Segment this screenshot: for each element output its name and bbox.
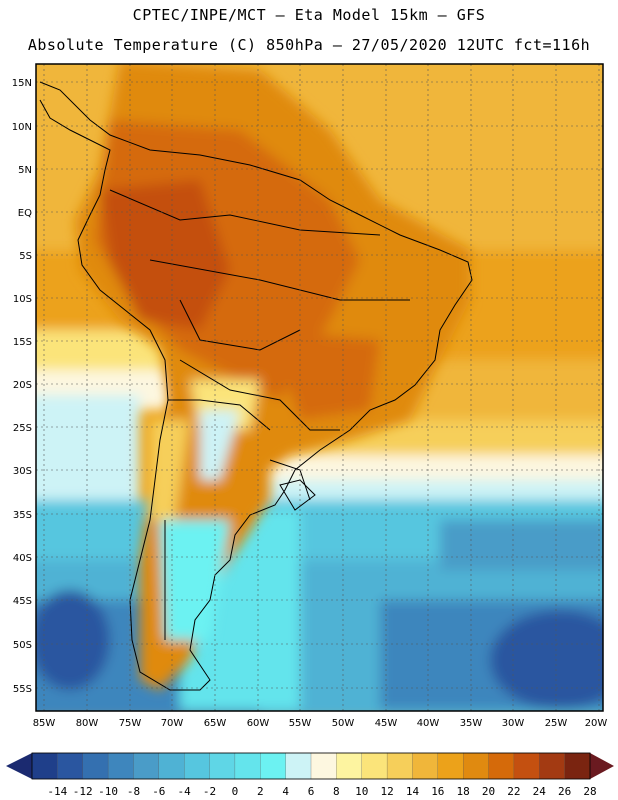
lat-label: 55S xyxy=(13,684,32,695)
colorbar-label: 6 xyxy=(308,785,315,798)
lat-label: 10N xyxy=(12,122,32,133)
colorbar-cell xyxy=(488,752,515,780)
colorbar-cell xyxy=(336,752,363,780)
lat-label: 25S xyxy=(13,423,32,434)
lat-label: 15S xyxy=(13,337,32,348)
lat-label: 40S xyxy=(13,553,32,564)
colorbar-cell xyxy=(463,752,490,780)
lat-label: 15N xyxy=(12,78,32,89)
colorbar-cell xyxy=(310,752,338,780)
chart-title-line1: CPTEC/INPE/MCT – Eta Model 15km – GFS xyxy=(132,6,486,24)
lon-label: 70W xyxy=(161,718,184,729)
colorbar-end-low xyxy=(6,753,32,779)
lat-label: 30S xyxy=(13,466,32,477)
colorbar-label: 12 xyxy=(380,785,393,798)
colorbar-label: 24 xyxy=(533,785,547,798)
lon-label: 55W xyxy=(289,718,312,729)
lon-label: 65W xyxy=(204,718,227,729)
lat-label: 35S xyxy=(13,510,32,521)
colorbar: -14 -12 -10 -8 -6 -4 -2 0 2 4 6 8 10 12 14 16 18 20 22 24 26… xyxy=(6,752,614,798)
colorbar-cell xyxy=(133,752,160,780)
colorbar-label: 20 xyxy=(482,785,495,798)
colorbar-label: 2 xyxy=(257,785,264,798)
lat-label: 20S xyxy=(13,380,32,391)
colorbar-label: 0 xyxy=(232,785,239,798)
colorbar-label: 10 xyxy=(355,785,368,798)
colorbar-cell xyxy=(437,752,464,780)
lon-label: 50W xyxy=(332,718,355,729)
lat-label: 50S xyxy=(13,640,32,651)
colorbar-label: 8 xyxy=(333,785,340,798)
colorbar-cell xyxy=(234,752,261,780)
colorbar-cell xyxy=(82,752,109,780)
colorbar-label: -4 xyxy=(178,785,192,798)
colorbar-label: -2 xyxy=(203,785,216,798)
map-frame xyxy=(35,63,604,712)
lat-label: EQ xyxy=(18,208,32,219)
colorbar-cells xyxy=(31,752,591,780)
colorbar-label: 18 xyxy=(457,785,470,798)
colorbar-cell xyxy=(31,752,59,780)
colorbar-cell xyxy=(158,752,185,780)
lon-label: 30W xyxy=(502,718,525,729)
lat-label: 5S xyxy=(19,251,32,262)
lon-label: 85W xyxy=(33,718,56,729)
colorbar-label: -14 xyxy=(47,785,67,798)
lon-label: 60W xyxy=(247,718,270,729)
colorbar-end-high xyxy=(590,753,614,779)
latitude-axis: 15N 10N 5N EQ 5S 10S 15S 20S 25S 30S 35S… xyxy=(12,78,32,695)
colorbar-label: 16 xyxy=(431,785,444,798)
colorbar-cell xyxy=(107,752,135,780)
lat-label: 10S xyxy=(13,294,32,305)
lon-label: 80W xyxy=(76,718,99,729)
colorbar-cell xyxy=(539,752,566,780)
colorbar-cell xyxy=(361,752,388,780)
colorbar-label: -6 xyxy=(152,785,165,798)
lat-label: 45S xyxy=(13,596,32,607)
colorbar-label: 14 xyxy=(406,785,420,798)
colorbar-label: 4 xyxy=(282,785,289,798)
longitude-axis: 85W 80W 75W 70W 65W 60W 55W 50W 45W 40W … xyxy=(33,718,608,729)
lon-label: 20W xyxy=(585,718,608,729)
lon-label: 35W xyxy=(460,718,483,729)
temperature-map: 15N 10N 5N EQ 5S 10S 15S 20S 25S 30S 35S… xyxy=(12,63,608,729)
colorbar-cell xyxy=(285,752,312,780)
lon-label: 75W xyxy=(119,718,142,729)
lon-label: 45W xyxy=(375,718,398,729)
lon-label: 40W xyxy=(417,718,440,729)
colorbar-label: 22 xyxy=(507,785,520,798)
chart-title-line2: Absolute Temperature (C) 850hPa – 27/05/… xyxy=(27,36,591,54)
colorbar-label: -10 xyxy=(98,785,118,798)
colorbar-cell xyxy=(564,752,591,780)
colorbar-label: 26 xyxy=(558,785,571,798)
colorbar-labels: -14 -12 -10 -8 -6 -4 -2 0 2 4 6 8 10 12 14 16 18 20 22 24 26… xyxy=(47,785,596,798)
colorbar-cell xyxy=(184,752,211,780)
colorbar-cell xyxy=(386,752,414,780)
lon-label: 25W xyxy=(545,718,568,729)
colorbar-cell xyxy=(260,752,287,780)
colorbar-label: 28 xyxy=(583,785,596,798)
colorbar-cell xyxy=(209,752,236,780)
colorbar-cell xyxy=(412,752,439,780)
colorbar-cell xyxy=(513,752,540,780)
colorbar-cell xyxy=(57,752,84,780)
colorbar-label: -8 xyxy=(127,785,140,798)
colorbar-label: -12 xyxy=(73,785,93,798)
lat-label: 5N xyxy=(18,165,32,176)
